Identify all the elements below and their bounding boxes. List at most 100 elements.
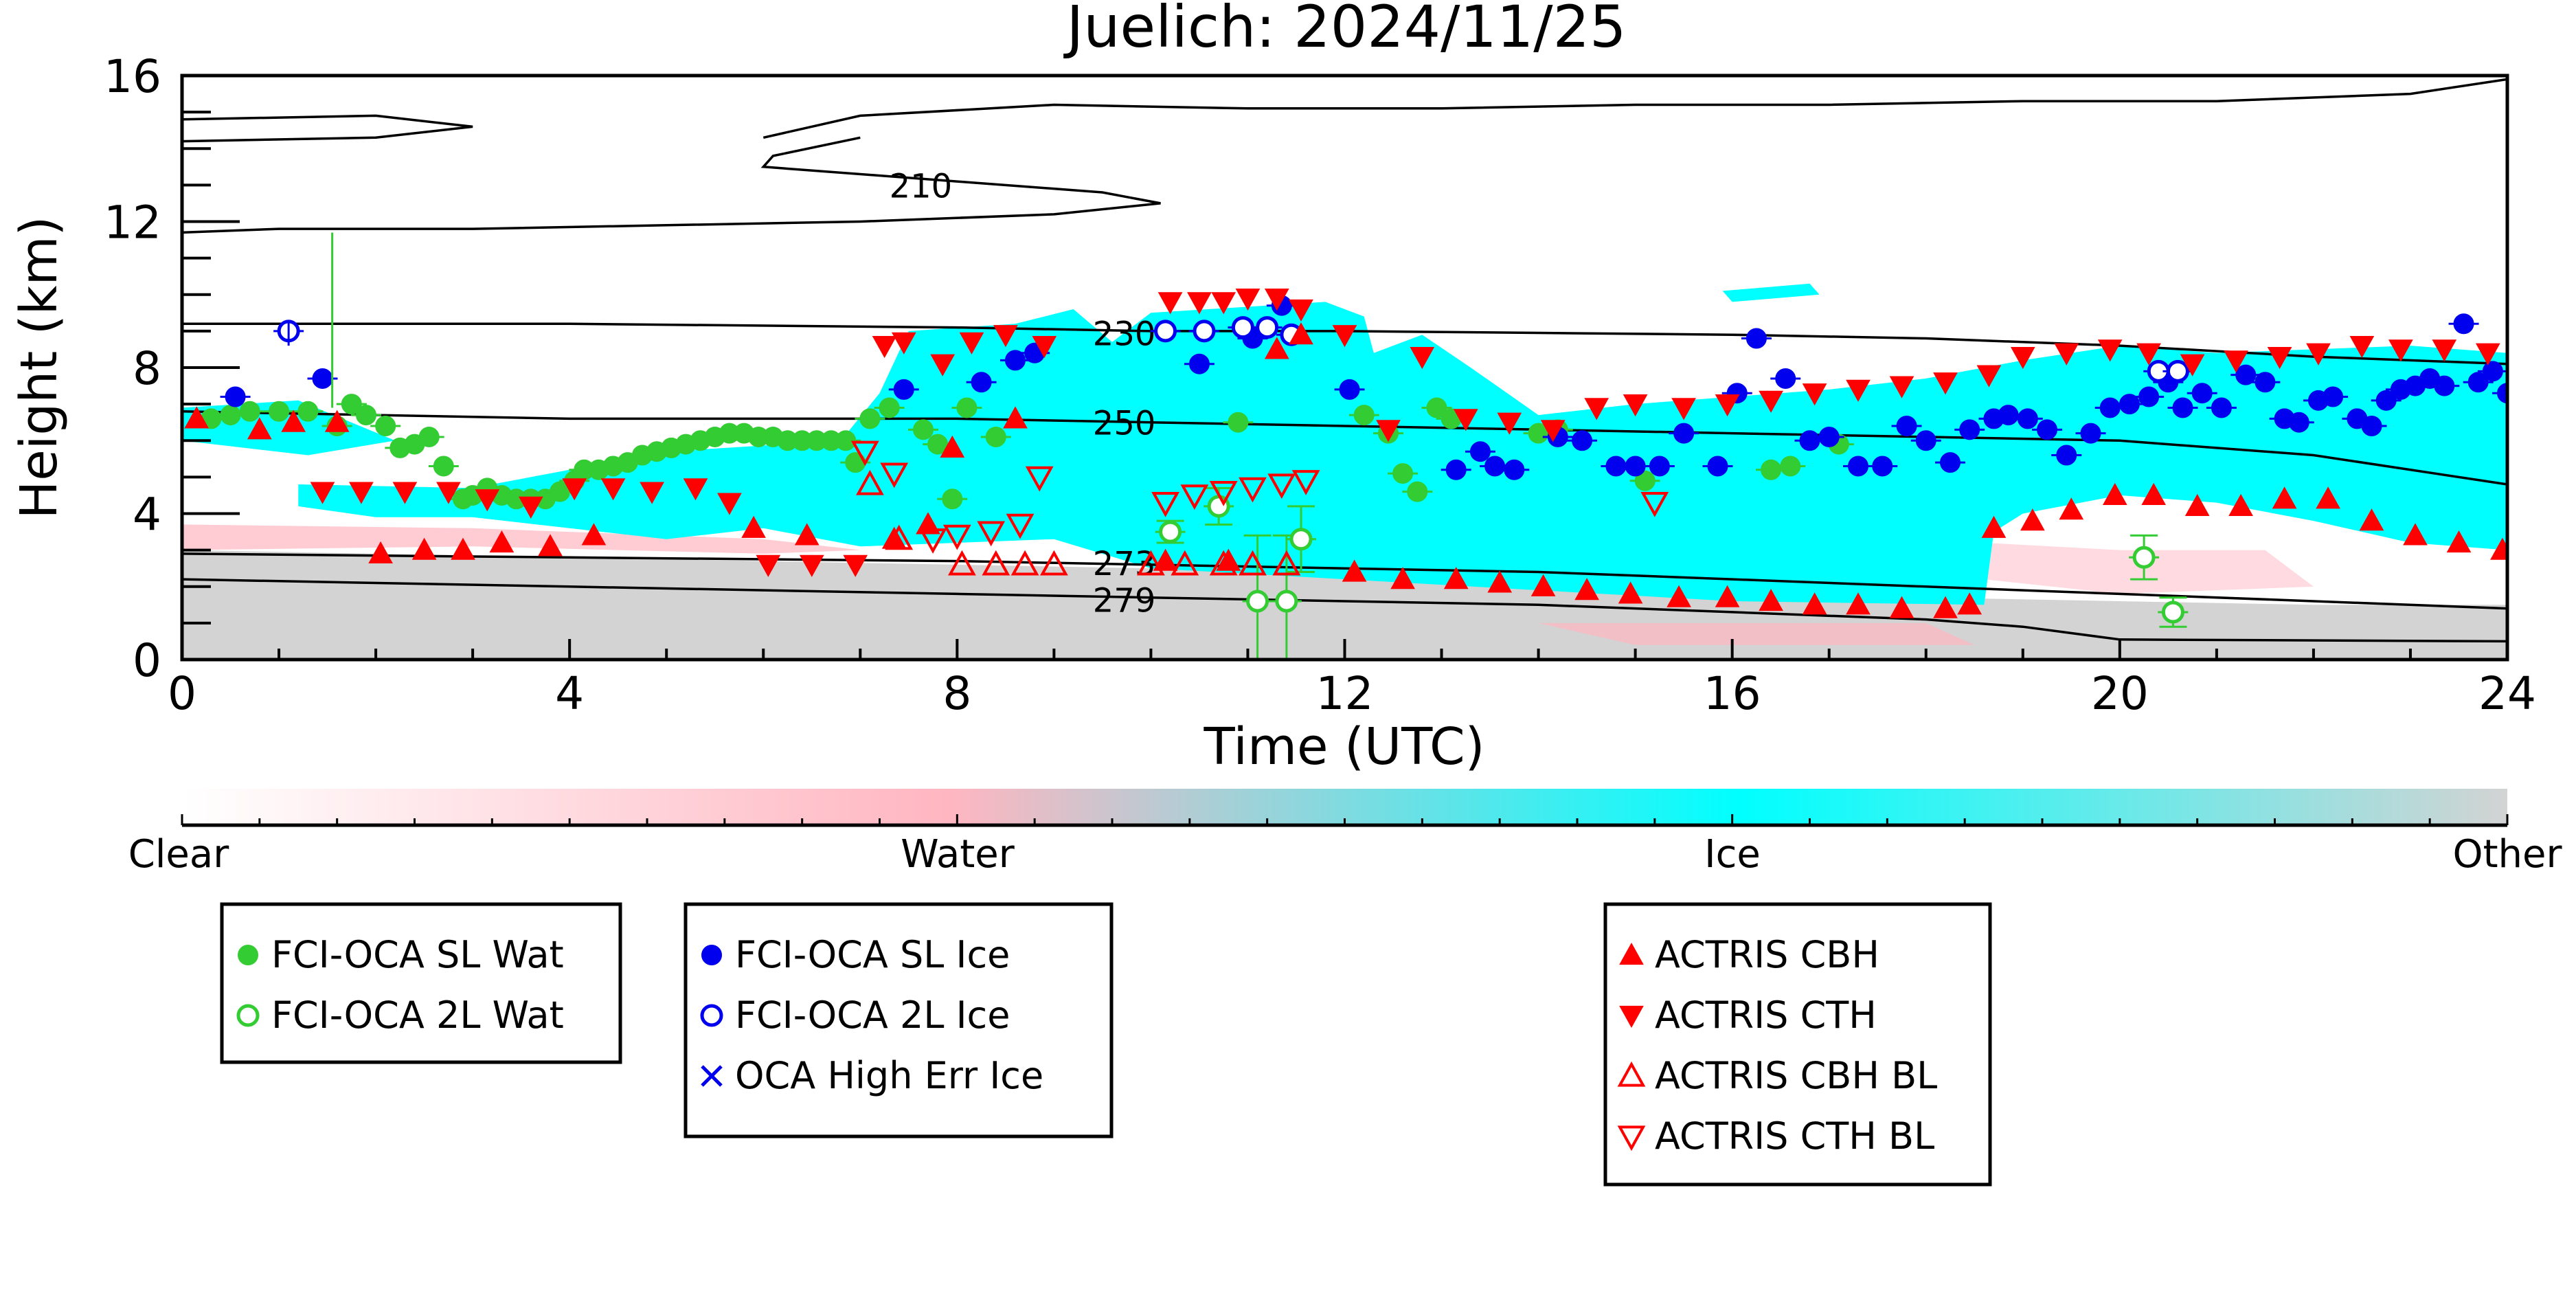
marker-actris-cth-bl [1209, 481, 1238, 506]
series-fci-oca-sl-wat [196, 394, 1854, 510]
contour-label: 273 [1093, 545, 1156, 583]
marker-actris-cbh [1889, 596, 1914, 618]
marker-actris-cbh [1530, 574, 1556, 596]
marker-actris-cbh [1981, 515, 2007, 538]
marker-fci-oca-sl-ice [1504, 459, 1525, 480]
marker-fci-oca-sl-ice [2467, 372, 2489, 393]
water-class-region [1538, 622, 1975, 645]
y-tick-label: 0 [133, 634, 161, 687]
marker-fci-oca-sl-wat [1426, 397, 1447, 418]
marker-fci-oca-sl-wat [1634, 470, 1656, 491]
series-fci-oca-sl-ice [220, 295, 2536, 480]
marker-actris-cbh [1003, 406, 1028, 429]
contour-line-210 [182, 136, 1161, 234]
marker-actris-cth [1289, 299, 1313, 322]
y-tick-label: 12 [104, 197, 161, 249]
marker-actris-cth [1032, 336, 1057, 359]
marker-actris-cth [1846, 379, 1871, 402]
marker-fci-oca-sl-wat [418, 426, 440, 447]
marker-actris-cth-bl [977, 521, 1006, 547]
marker-actris-cth [2388, 339, 2413, 362]
marker-actris-cth [1584, 398, 1609, 420]
marker-fci-oca-sl-wat [239, 401, 260, 422]
marker-actris-cbh [2141, 482, 2167, 505]
marker-fci-oca-sl-ice [2172, 397, 2193, 418]
colorbar: Clear Water Ice Other [128, 789, 2562, 877]
marker-fci-oca-sl-ice [1649, 456, 1670, 477]
marker-actris-cbh [794, 523, 820, 546]
marker-fci-oca-sl-wat [1228, 412, 1249, 433]
marker-actris-cth [2475, 343, 2500, 366]
series-fci-oca-2l-wat [1155, 486, 2189, 660]
x-tick-label: 16 [1704, 667, 1761, 720]
marker-fci-oca-sl-ice [2191, 383, 2213, 404]
marker-actris-cth [475, 489, 500, 512]
legend-label: ACTRIS CTH BL [1655, 1114, 1934, 1158]
marker-actris-cbh-bl [1137, 550, 1165, 576]
marker-actris-cbh [538, 534, 563, 557]
marker-fci-oca-sl-wat [375, 416, 396, 436]
marker-actris-cbh-bl [1010, 550, 1039, 576]
marker-actris-cth-bl [1151, 492, 1179, 517]
contour-line-230 [182, 322, 2507, 366]
y-tick-label: 16 [104, 50, 161, 103]
marker-actris-cth-bl [850, 440, 879, 467]
marker-fci-oca-sl-ice [1915, 430, 1936, 451]
marker-fci-oca-sl-wat [1528, 423, 1549, 444]
marker-actris-cbh [1487, 570, 1513, 593]
colorbar-label-water: Water [901, 832, 1015, 877]
marker-actris-cth [2097, 339, 2123, 362]
ice-class-region [1722, 283, 1820, 302]
marker-fci-oca-sl-ice [2482, 361, 2503, 382]
marker-fci-oca-sl-ice [2056, 445, 2077, 466]
water-class-region [182, 524, 861, 554]
marker-actris-cth [640, 482, 664, 504]
marker-fci-oca-2l-wat [1289, 528, 1313, 551]
marker-fci-oca-sl-ice [1775, 368, 1796, 389]
marker-fci-oca-sl-wat [956, 397, 978, 418]
marker-actris-cbh-bl [1272, 550, 1301, 576]
marker-fci-oca-sl-ice [1004, 350, 1026, 371]
marker-fci-oca-sl-ice [1707, 456, 1728, 477]
marker-fci-oca-2l-ice [1231, 316, 1254, 339]
marker-actris-cth [1157, 292, 1183, 315]
marker-actris-cbh [940, 435, 965, 458]
legend-marker [1617, 1061, 1646, 1087]
marker-actris-cbh [2272, 486, 2297, 509]
x-tick-label: 0 [168, 667, 196, 720]
x-tick-label: 8 [942, 667, 971, 720]
marker-fci-oca-sl-ice [971, 372, 992, 393]
marker-actris-cbh [1153, 548, 1178, 571]
marker-fci-oca-2l-ice [1154, 319, 1177, 343]
legends: FCI-OCA SL Wat FCI-OCA 2L Wat FCI-OCA SL I… [220, 902, 1992, 1187]
marker-actris-cth [310, 482, 335, 504]
marker-actris-cbh [324, 409, 350, 432]
marker-actris-cbh [2403, 523, 2428, 546]
marker-actris-cth [518, 496, 543, 519]
marker-actris-cth [1332, 325, 1357, 348]
marker-actris-cbh [1443, 567, 1469, 590]
marker-actris-cbh [2446, 530, 2472, 553]
marker-actris-cth [1671, 398, 1696, 420]
marker-fci-oca-sl-wat [433, 456, 454, 477]
marker-actris-cth-bl [1291, 470, 1320, 495]
marker-fci-oca-sl-wat [912, 419, 934, 440]
marker-actris-cth [600, 478, 626, 501]
marker-actris-cbh [2184, 493, 2210, 516]
marker-actris-cth [930, 354, 956, 377]
marker-actris-cbh [489, 530, 515, 553]
marker-fci-oca-sl-ice [1469, 441, 1491, 462]
marker-actris-cth [717, 493, 742, 515]
marker-actris-cbh [2534, 535, 2557, 556]
marker-actris-cbh [1802, 592, 1827, 615]
marker-actris-cbh-bl [1171, 550, 1199, 576]
legend-marker [1617, 1125, 1646, 1152]
marker-fci-oca-sl-ice [1940, 452, 1961, 473]
marker-actris-cth [872, 336, 897, 359]
marker-actris-cbh-bl [982, 550, 1010, 576]
marker-actris-cth [1211, 292, 1236, 315]
marker-actris-cth [1759, 390, 1783, 413]
marker-fci-oca-sl-ice [2517, 372, 2536, 392]
marker-fci-oca-sl-wat [1761, 459, 1782, 480]
marker-actris-cth [1497, 412, 1522, 435]
